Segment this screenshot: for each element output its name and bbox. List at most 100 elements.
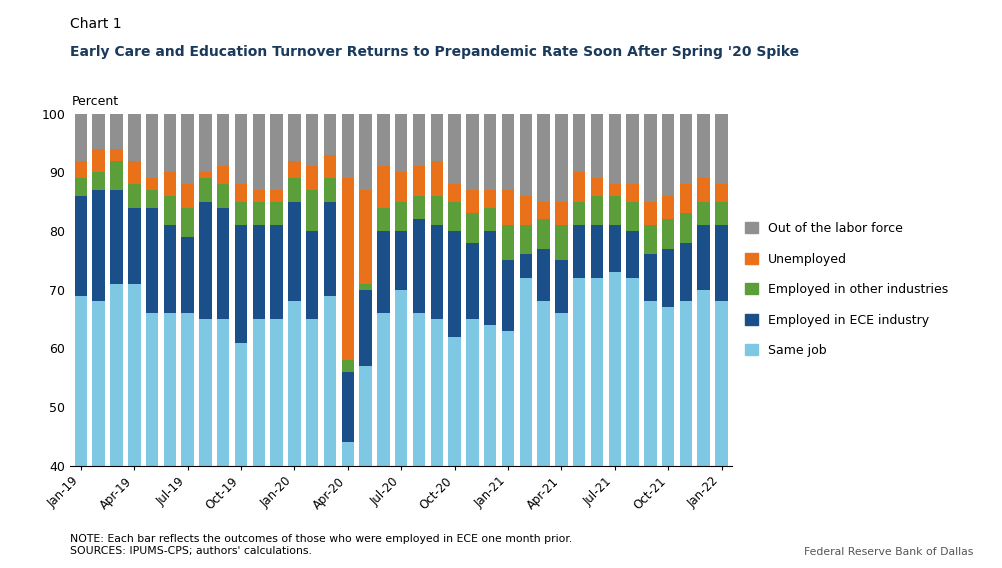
Bar	[643, 114, 656, 202]
Bar	[643, 302, 656, 568]
Bar	[590, 178, 602, 196]
Bar	[608, 184, 620, 196]
Bar	[145, 313, 158, 568]
Bar	[413, 219, 425, 313]
Bar	[448, 184, 460, 202]
Bar	[679, 243, 691, 302]
Bar	[359, 284, 372, 290]
Bar	[519, 254, 531, 278]
Bar	[661, 307, 673, 568]
Legend: Out of the labor force, Unemployed, Employed in other industries, Employed in EC: Out of the labor force, Unemployed, Empl…	[744, 222, 947, 357]
Bar	[110, 284, 122, 568]
Bar	[590, 225, 602, 278]
Bar	[377, 231, 389, 313]
Bar	[430, 225, 443, 319]
Bar	[395, 114, 407, 172]
Bar	[501, 331, 514, 568]
Bar	[554, 260, 567, 313]
Bar	[430, 161, 443, 196]
Bar	[643, 225, 656, 254]
Bar	[625, 114, 638, 184]
Bar	[466, 190, 478, 214]
Bar	[288, 161, 301, 178]
Bar	[74, 295, 87, 568]
Bar	[163, 114, 176, 172]
Bar	[163, 196, 176, 225]
Bar	[145, 190, 158, 207]
Bar	[696, 225, 709, 290]
Bar	[359, 114, 372, 190]
Bar	[519, 196, 531, 225]
Bar	[554, 114, 567, 202]
Bar	[216, 184, 229, 207]
Text: Chart 1: Chart 1	[70, 17, 121, 31]
Bar	[572, 172, 585, 202]
Bar	[483, 325, 496, 568]
Bar	[572, 278, 585, 568]
Bar	[145, 207, 158, 313]
Bar	[661, 249, 673, 307]
Bar	[483, 114, 496, 190]
Bar	[679, 184, 691, 214]
Bar	[234, 225, 247, 343]
Bar	[430, 319, 443, 568]
Bar	[679, 214, 691, 243]
Bar	[181, 237, 193, 313]
Bar	[92, 302, 105, 568]
Bar	[466, 114, 478, 190]
Bar	[377, 313, 389, 568]
Bar	[324, 178, 336, 202]
Bar	[696, 290, 709, 568]
Bar	[271, 202, 283, 225]
Bar	[145, 178, 158, 190]
Bar	[537, 219, 549, 249]
Bar	[554, 313, 567, 568]
Bar	[271, 114, 283, 190]
Bar	[625, 278, 638, 568]
Text: Federal Reserve Bank of Dallas: Federal Reserve Bank of Dallas	[803, 546, 972, 557]
Bar	[306, 231, 318, 319]
Bar	[216, 114, 229, 166]
Bar	[608, 196, 620, 225]
Bar	[554, 202, 567, 225]
Bar	[199, 202, 211, 319]
Bar	[163, 313, 176, 568]
Bar	[696, 202, 709, 225]
Bar	[413, 313, 425, 568]
Bar	[466, 319, 478, 568]
Bar	[519, 114, 531, 196]
Bar	[395, 202, 407, 231]
Bar	[199, 114, 211, 172]
Bar	[306, 166, 318, 190]
Bar	[359, 290, 372, 366]
Bar	[519, 278, 531, 568]
Bar	[483, 231, 496, 325]
Bar	[288, 202, 301, 302]
Bar	[395, 231, 407, 290]
Bar	[643, 254, 656, 302]
Bar	[714, 302, 727, 568]
Bar	[181, 207, 193, 237]
Bar	[342, 372, 354, 442]
Bar	[714, 202, 727, 225]
Bar	[537, 114, 549, 202]
Bar	[216, 319, 229, 568]
Bar	[342, 114, 354, 178]
Bar	[359, 366, 372, 568]
Bar	[483, 190, 496, 207]
Bar	[74, 178, 87, 196]
Bar	[483, 207, 496, 231]
Bar	[448, 114, 460, 184]
Bar	[661, 196, 673, 219]
Bar	[234, 114, 247, 184]
Bar	[253, 225, 265, 319]
Bar	[342, 178, 354, 360]
Bar	[128, 184, 140, 207]
Bar	[128, 161, 140, 184]
Bar	[608, 114, 620, 184]
Bar	[661, 219, 673, 249]
Bar	[234, 184, 247, 202]
Bar	[466, 243, 478, 319]
Bar	[413, 166, 425, 196]
Bar	[128, 284, 140, 568]
